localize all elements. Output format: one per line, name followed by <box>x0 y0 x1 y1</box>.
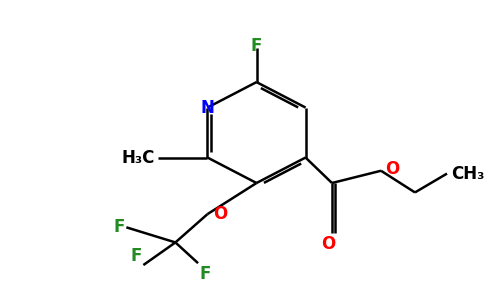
Text: O: O <box>385 160 399 178</box>
Text: H₃C: H₃C <box>121 148 155 166</box>
Text: O: O <box>321 235 335 253</box>
Text: CH₃: CH₃ <box>451 165 484 183</box>
Text: O: O <box>213 205 227 223</box>
Text: F: F <box>130 247 141 265</box>
Text: F: F <box>113 218 124 236</box>
Text: N: N <box>200 99 214 117</box>
Text: F: F <box>251 37 262 55</box>
Text: F: F <box>200 265 212 283</box>
